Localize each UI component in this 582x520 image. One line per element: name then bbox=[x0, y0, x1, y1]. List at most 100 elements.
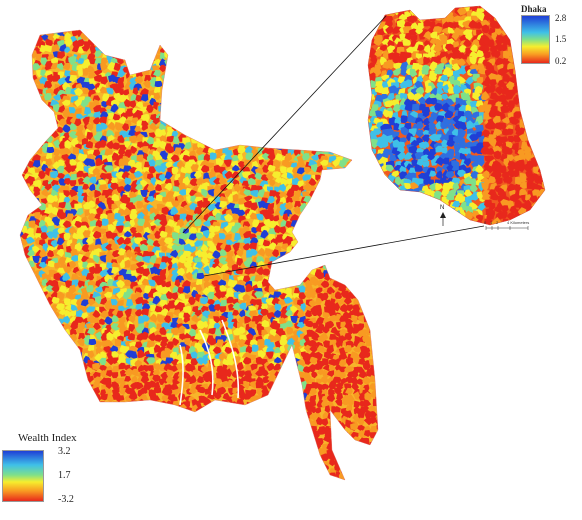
map-cell bbox=[248, 123, 256, 132]
map-cell bbox=[232, 302, 241, 311]
map-cell bbox=[223, 472, 230, 480]
map-cell bbox=[80, 462, 88, 470]
map-cell bbox=[212, 82, 222, 91]
map-cell bbox=[99, 116, 107, 125]
map-cell bbox=[74, 98, 83, 107]
map-cell bbox=[271, 322, 281, 330]
map-cell bbox=[279, 401, 288, 409]
map-cell bbox=[218, 436, 227, 443]
map-cell bbox=[272, 472, 280, 480]
map-cell bbox=[82, 401, 92, 410]
map-cell bbox=[254, 427, 263, 436]
map-cell bbox=[368, 163, 377, 173]
map-cell bbox=[23, 308, 31, 318]
map-cell bbox=[234, 405, 242, 415]
map-cell bbox=[288, 441, 296, 450]
map-cell bbox=[244, 40, 253, 49]
map-cell bbox=[80, 411, 88, 420]
map-cell bbox=[103, 291, 113, 298]
map-cell bbox=[230, 41, 239, 49]
map-cell bbox=[268, 305, 277, 315]
map-cell bbox=[166, 413, 174, 421]
map-cell bbox=[232, 242, 241, 251]
map-cell bbox=[27, 298, 35, 305]
map-cell bbox=[108, 431, 116, 440]
map-cell bbox=[40, 345, 48, 353]
map-cell bbox=[347, 110, 355, 120]
map-cell bbox=[141, 314, 151, 322]
map-cell bbox=[268, 113, 276, 121]
map-cell bbox=[119, 43, 126, 50]
map-cell bbox=[177, 93, 185, 100]
map-cell bbox=[20, 345, 25, 353]
map-cell bbox=[340, 113, 348, 122]
map-cell bbox=[20, 189, 22, 198]
map-cell bbox=[244, 56, 252, 65]
map-cell bbox=[328, 233, 336, 242]
map-cell bbox=[142, 434, 152, 443]
map-cell bbox=[188, 328, 197, 337]
map-cell bbox=[166, 471, 175, 479]
map-cell bbox=[135, 440, 144, 449]
map-cell bbox=[141, 446, 149, 455]
map-cell bbox=[186, 267, 194, 275]
map-cell bbox=[142, 146, 149, 154]
map-cell bbox=[238, 39, 246, 48]
map-cell bbox=[353, 217, 362, 227]
map-cell bbox=[220, 57, 228, 66]
map-cell bbox=[346, 138, 354, 147]
map-cell bbox=[144, 75, 152, 83]
map-cell bbox=[136, 51, 145, 60]
map-cell bbox=[62, 461, 70, 470]
map-cell bbox=[247, 177, 256, 185]
map-cell bbox=[236, 107, 245, 114]
map-cell bbox=[193, 467, 203, 474]
map-cell bbox=[281, 377, 288, 385]
map-cell bbox=[308, 177, 317, 186]
map-cell bbox=[349, 114, 359, 122]
map-cell bbox=[224, 224, 233, 233]
map-cell bbox=[274, 41, 283, 49]
map-cell bbox=[139, 88, 149, 96]
map-cell bbox=[297, 51, 305, 60]
map-cell bbox=[346, 149, 355, 158]
map-cell bbox=[316, 219, 323, 228]
map-cell bbox=[332, 263, 341, 272]
map-cell bbox=[274, 466, 284, 474]
map-cell bbox=[23, 360, 31, 368]
map-cell bbox=[293, 120, 301, 128]
map-cell bbox=[276, 446, 284, 456]
map-cell bbox=[357, 314, 365, 323]
map-cell bbox=[154, 471, 163, 479]
map-cell bbox=[364, 214, 371, 223]
map-cell bbox=[248, 53, 257, 61]
map-cell bbox=[93, 254, 100, 264]
map-cell bbox=[310, 163, 319, 173]
map-cell bbox=[170, 107, 181, 116]
map-cell bbox=[52, 360, 61, 368]
map-cell bbox=[57, 212, 66, 220]
map-cell bbox=[309, 32, 318, 41]
map-cell bbox=[20, 111, 23, 119]
map-cell bbox=[266, 107, 274, 117]
map-cell bbox=[372, 6, 382, 12]
map-cell bbox=[304, 166, 312, 174]
map-cell bbox=[323, 92, 332, 101]
map-cell bbox=[272, 418, 281, 426]
map-cell bbox=[256, 213, 264, 221]
map-cell bbox=[315, 459, 323, 467]
map-cell bbox=[344, 468, 353, 477]
map-cell bbox=[20, 30, 24, 37]
map-cell bbox=[373, 370, 378, 379]
map-cell bbox=[149, 212, 157, 221]
map-cell bbox=[369, 375, 377, 383]
map-cell bbox=[50, 62, 58, 70]
map-cell bbox=[257, 53, 267, 62]
map-cell bbox=[359, 224, 367, 233]
map-cell bbox=[61, 417, 70, 425]
map-cell bbox=[193, 438, 203, 446]
map-cell bbox=[107, 212, 116, 220]
map-cell bbox=[50, 170, 60, 179]
map-cell bbox=[351, 123, 359, 131]
map-cell bbox=[237, 470, 245, 478]
